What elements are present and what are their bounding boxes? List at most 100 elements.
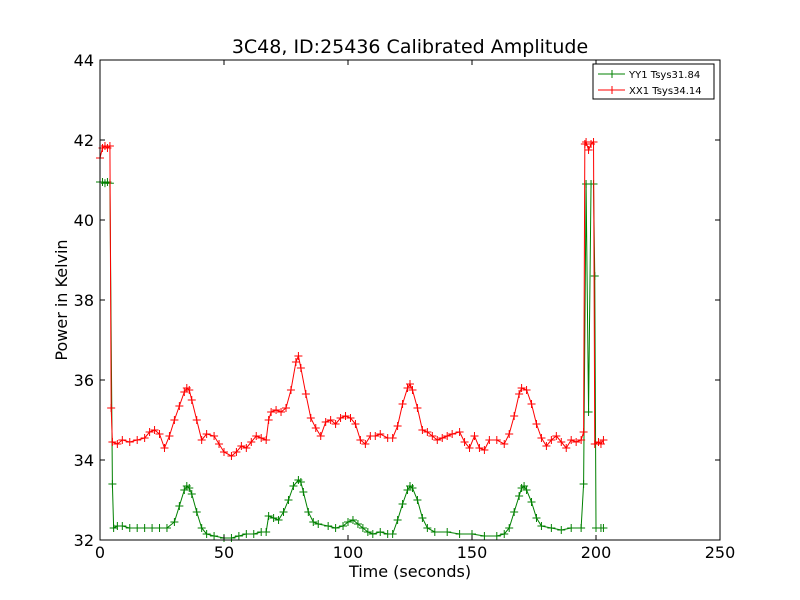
data-point-s1-p45 xyxy=(296,364,305,372)
y-tick-label-3: 38 xyxy=(74,291,94,310)
x-tick-label-3: 150 xyxy=(457,543,488,562)
data-point-s0-p84 xyxy=(579,480,588,488)
data-point-s1-p70 xyxy=(418,426,427,434)
data-point-s1-p25 xyxy=(202,430,211,438)
data-point-s0-p76 xyxy=(522,486,531,494)
data-point-s1-p42 xyxy=(286,386,295,394)
y-tick-label-1: 34 xyxy=(74,451,94,470)
y-tick-label-0: 32 xyxy=(74,531,94,550)
data-point-s1-p60 xyxy=(371,432,380,440)
data-point-s0-p41 xyxy=(304,508,313,516)
data-point-s1-p67 xyxy=(406,380,414,388)
data-point-s0-p22 xyxy=(197,524,206,532)
data-point-s0-p13 xyxy=(155,524,164,532)
data-point-s1-p50 xyxy=(321,418,330,426)
data-point-s1-p100 xyxy=(572,438,581,446)
data-point-s0-p56 xyxy=(393,516,402,524)
data-point-s1-p63 xyxy=(388,434,397,442)
data-point-s1-p102 xyxy=(579,428,588,436)
x-tick-label-0: 0 xyxy=(95,543,105,562)
data-point-s1-p23 xyxy=(192,416,201,424)
data-point-s1-p53 xyxy=(336,414,345,422)
data-point-s0-p10 xyxy=(133,524,142,532)
data-point-s1-p29 xyxy=(227,452,236,460)
data-point-s1-p101 xyxy=(577,436,586,444)
data-point-s0-p16 xyxy=(175,502,184,510)
data-point-s0-p11 xyxy=(140,524,149,532)
legend-xx1-label: XX1 Tsys34.14 xyxy=(629,86,702,97)
data-point-s1-p57 xyxy=(356,436,365,444)
data-point-s1-p5 xyxy=(107,404,116,412)
data-point-s0-p35 xyxy=(279,508,288,516)
data-point-s0-p31 xyxy=(262,528,271,536)
data-point-s1-p43 xyxy=(291,358,300,366)
data-point-s1-p82 xyxy=(480,446,489,454)
data-point-s1-p75 xyxy=(443,432,452,440)
data-point-s1-p49 xyxy=(316,432,325,440)
data-point-s0-p29 xyxy=(249,530,258,538)
data-point-s0-p92 xyxy=(599,524,608,532)
data-point-s0-p51 xyxy=(363,528,372,536)
data-point-s1-p83 xyxy=(485,436,494,444)
data-point-s0-p43 xyxy=(314,520,323,528)
data-point-s0-p73 xyxy=(515,492,524,500)
plot-layer xyxy=(96,138,608,542)
data-point-s0-p62 xyxy=(418,514,427,522)
data-point-s1-p37 xyxy=(264,416,273,424)
data-point-s0-p71 xyxy=(505,524,514,532)
x-tick-label-4: 200 xyxy=(581,543,612,562)
data-point-s1-p87 xyxy=(510,412,519,420)
data-point-s0-p79 xyxy=(537,522,546,530)
data-point-s1-p77 xyxy=(455,428,464,436)
data-point-s1-p7 xyxy=(113,440,122,448)
data-point-s1-p15 xyxy=(160,444,169,452)
data-point-s0-p48 xyxy=(348,516,357,524)
data-point-s1-p6 xyxy=(108,438,117,446)
data-point-s0-p61 xyxy=(413,496,422,504)
data-point-s1-p111 xyxy=(599,436,608,444)
data-point-s0-p60 xyxy=(408,484,417,492)
data-point-s1-p88 xyxy=(515,390,524,398)
data-point-s0-p8 xyxy=(118,522,127,530)
x-tick-label-1: 50 xyxy=(214,543,234,562)
data-point-s0-p37 xyxy=(289,482,298,490)
y-tick-label-5: 42 xyxy=(74,131,94,150)
data-point-s1-p80 xyxy=(470,432,479,440)
data-point-s0-p65 xyxy=(443,528,452,536)
data-point-s1-p12 xyxy=(145,428,154,436)
data-point-s1-p95 xyxy=(547,436,556,444)
data-point-s0-p53 xyxy=(376,528,385,536)
data-point-s0-p34 xyxy=(274,516,283,524)
data-point-s0-p44 xyxy=(324,522,333,530)
data-point-s0-p21 xyxy=(192,508,201,516)
data-point-s0-p6 xyxy=(109,524,118,532)
data-point-s1-p54 xyxy=(341,412,350,420)
x-axis-label: Time (seconds) xyxy=(348,562,471,581)
y-axis-label: Power in Kelvin xyxy=(52,239,71,360)
data-point-s0-p24 xyxy=(210,532,219,540)
data-point-s0-p55 xyxy=(388,530,397,538)
plot-frame xyxy=(99,59,721,541)
data-point-s1-p89 xyxy=(517,384,526,392)
data-point-s1-p31 xyxy=(237,442,246,450)
data-point-s1-p36 xyxy=(262,436,271,444)
data-point-s1-p22 xyxy=(187,396,196,404)
chart-title: 3C48, ID:25436 Calibrated Amplitude xyxy=(232,36,588,58)
data-point-s0-p82 xyxy=(567,524,576,532)
data-point-s0-p40 xyxy=(299,488,308,496)
data-point-s1-p84 xyxy=(492,436,501,444)
data-point-s1-p13 xyxy=(150,426,159,434)
data-point-s1-p34 xyxy=(252,432,261,440)
data-point-s1-p32 xyxy=(242,444,251,452)
data-point-s0-p26 xyxy=(227,534,236,542)
data-point-s0-p42 xyxy=(309,518,318,526)
data-point-s0-p47 xyxy=(344,518,352,526)
data-point-s0-p19 xyxy=(185,484,194,492)
data-point-s1-p69 xyxy=(413,404,422,412)
data-point-s1-p86 xyxy=(505,430,514,438)
data-point-s1-p55 xyxy=(346,414,355,422)
data-point-s0-p64 xyxy=(430,528,439,536)
data-point-s0-p86 xyxy=(584,408,593,416)
